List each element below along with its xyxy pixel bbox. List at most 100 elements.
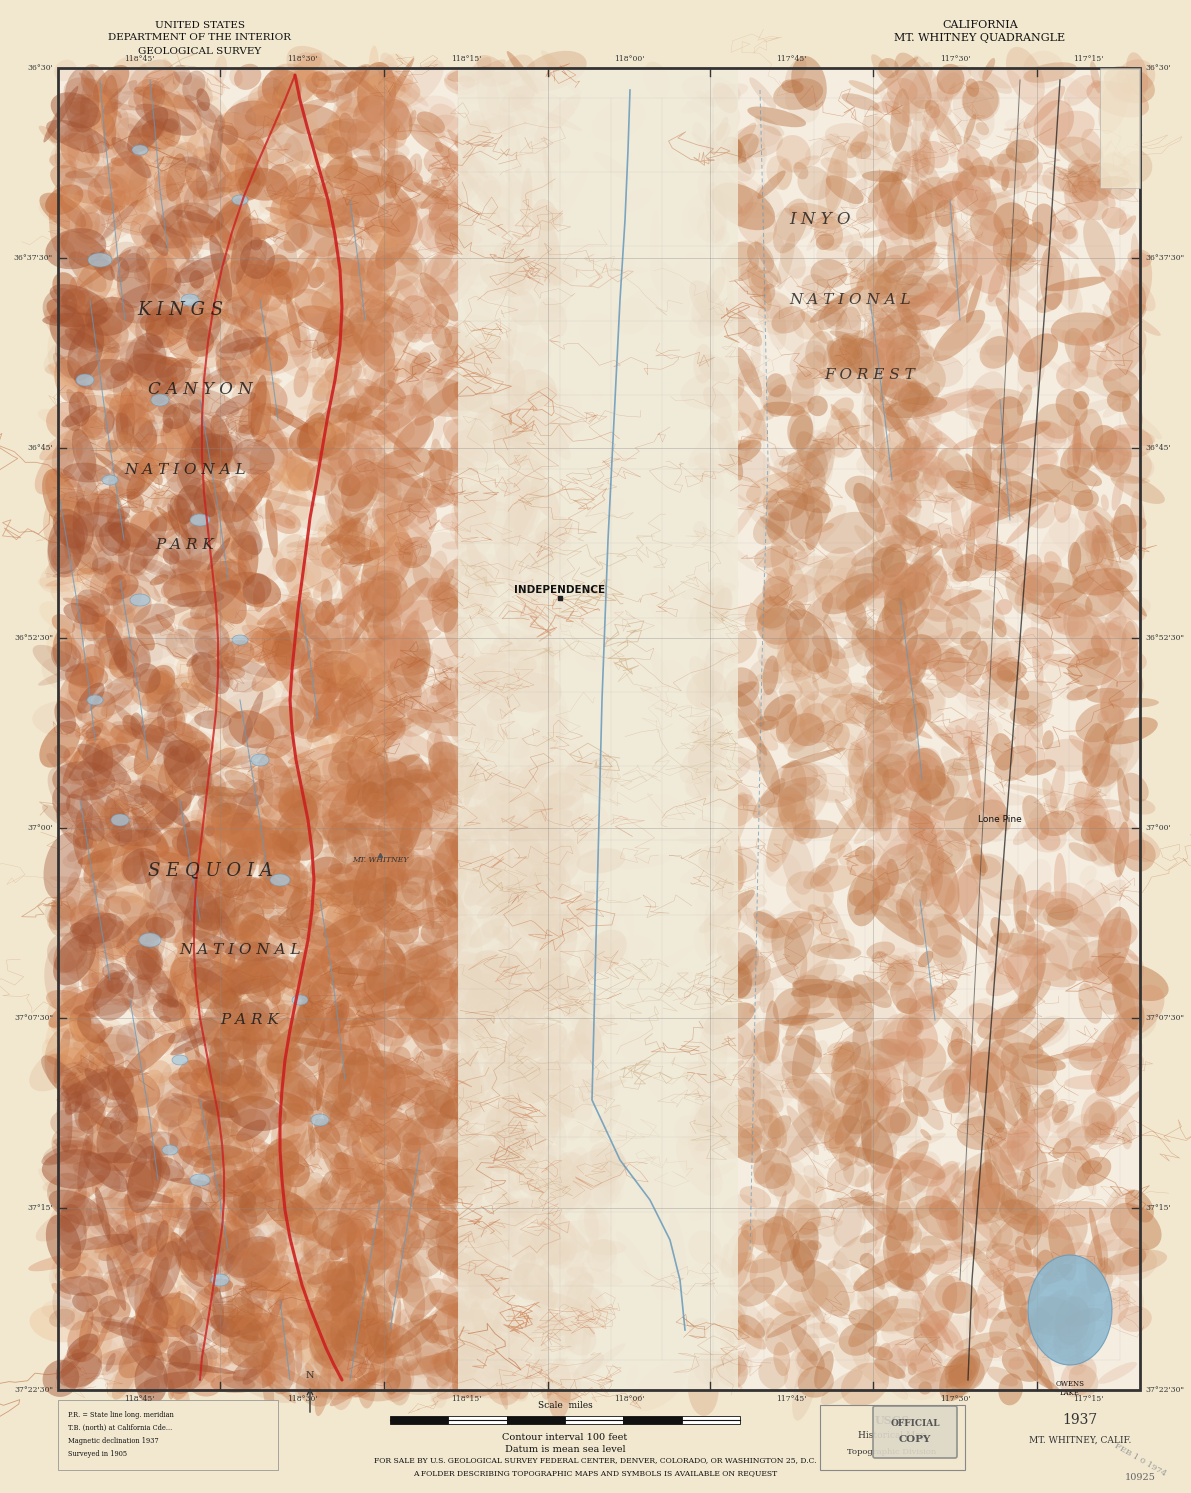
Ellipse shape [1105, 709, 1125, 748]
Ellipse shape [99, 782, 125, 808]
Ellipse shape [753, 778, 785, 818]
Ellipse shape [517, 655, 537, 673]
Ellipse shape [347, 412, 387, 430]
Ellipse shape [830, 1041, 854, 1099]
Ellipse shape [88, 1321, 132, 1359]
Ellipse shape [317, 909, 344, 966]
Ellipse shape [218, 125, 238, 145]
Ellipse shape [873, 1059, 909, 1094]
Ellipse shape [55, 309, 119, 322]
Ellipse shape [474, 1199, 541, 1235]
Ellipse shape [428, 478, 478, 520]
Ellipse shape [349, 1020, 372, 1054]
Ellipse shape [412, 1087, 438, 1117]
Ellipse shape [331, 1299, 369, 1338]
Ellipse shape [200, 1100, 241, 1138]
Ellipse shape [148, 390, 204, 437]
Ellipse shape [74, 1051, 124, 1106]
Ellipse shape [39, 193, 93, 233]
Ellipse shape [136, 1033, 182, 1063]
Ellipse shape [909, 1366, 973, 1390]
Ellipse shape [188, 379, 211, 408]
Ellipse shape [453, 1285, 494, 1314]
Ellipse shape [862, 170, 906, 182]
Ellipse shape [329, 1163, 376, 1203]
Ellipse shape [971, 157, 994, 181]
Ellipse shape [737, 944, 766, 987]
Ellipse shape [779, 760, 806, 823]
Ellipse shape [369, 119, 397, 176]
Ellipse shape [1052, 1100, 1068, 1123]
Ellipse shape [898, 872, 940, 888]
Ellipse shape [1097, 711, 1109, 723]
Ellipse shape [838, 842, 853, 866]
Ellipse shape [52, 785, 70, 815]
Ellipse shape [985, 1094, 994, 1109]
Ellipse shape [532, 1057, 560, 1094]
Ellipse shape [273, 1136, 307, 1169]
Ellipse shape [913, 1250, 941, 1265]
Ellipse shape [336, 1374, 356, 1396]
Ellipse shape [55, 128, 82, 169]
Ellipse shape [217, 652, 229, 669]
Ellipse shape [930, 1245, 952, 1260]
Ellipse shape [554, 890, 596, 938]
Ellipse shape [378, 203, 411, 237]
Ellipse shape [367, 251, 397, 291]
Ellipse shape [1049, 518, 1100, 555]
Ellipse shape [474, 1141, 510, 1172]
Ellipse shape [314, 1345, 342, 1362]
Ellipse shape [469, 112, 507, 145]
Ellipse shape [449, 260, 463, 282]
Ellipse shape [213, 242, 244, 276]
Ellipse shape [1023, 328, 1086, 343]
Ellipse shape [297, 249, 317, 270]
Ellipse shape [363, 964, 385, 1026]
Ellipse shape [1109, 567, 1127, 623]
Ellipse shape [336, 1209, 394, 1218]
Ellipse shape [172, 815, 200, 830]
Ellipse shape [1017, 384, 1033, 415]
Ellipse shape [180, 427, 214, 473]
Ellipse shape [516, 300, 543, 366]
Ellipse shape [363, 947, 406, 1006]
Ellipse shape [363, 923, 389, 951]
Ellipse shape [322, 676, 348, 693]
Ellipse shape [1028, 1256, 1112, 1365]
Ellipse shape [529, 760, 561, 823]
Ellipse shape [219, 337, 267, 354]
Ellipse shape [829, 546, 893, 582]
Ellipse shape [991, 733, 1014, 770]
Ellipse shape [484, 1091, 500, 1132]
Ellipse shape [915, 243, 936, 263]
Ellipse shape [210, 787, 237, 815]
Ellipse shape [270, 509, 301, 534]
Ellipse shape [126, 1315, 146, 1336]
Ellipse shape [160, 964, 210, 1003]
Ellipse shape [1033, 203, 1056, 236]
Ellipse shape [430, 909, 474, 966]
Ellipse shape [241, 454, 279, 475]
Ellipse shape [1011, 1048, 1039, 1102]
Ellipse shape [983, 426, 1018, 443]
Ellipse shape [749, 1250, 787, 1293]
Ellipse shape [833, 646, 862, 669]
Ellipse shape [480, 1006, 525, 1039]
Ellipse shape [332, 567, 349, 585]
Ellipse shape [830, 330, 877, 348]
Ellipse shape [87, 696, 102, 705]
Ellipse shape [144, 936, 161, 993]
Ellipse shape [898, 1339, 946, 1384]
Ellipse shape [118, 187, 150, 225]
Ellipse shape [741, 266, 769, 296]
Ellipse shape [39, 421, 100, 460]
Ellipse shape [493, 415, 531, 467]
Ellipse shape [350, 991, 403, 1027]
Ellipse shape [817, 1096, 856, 1130]
Ellipse shape [393, 415, 435, 457]
Ellipse shape [1024, 956, 1045, 1018]
Ellipse shape [941, 757, 984, 776]
Ellipse shape [1111, 475, 1124, 511]
Ellipse shape [388, 630, 441, 646]
Ellipse shape [305, 548, 343, 602]
